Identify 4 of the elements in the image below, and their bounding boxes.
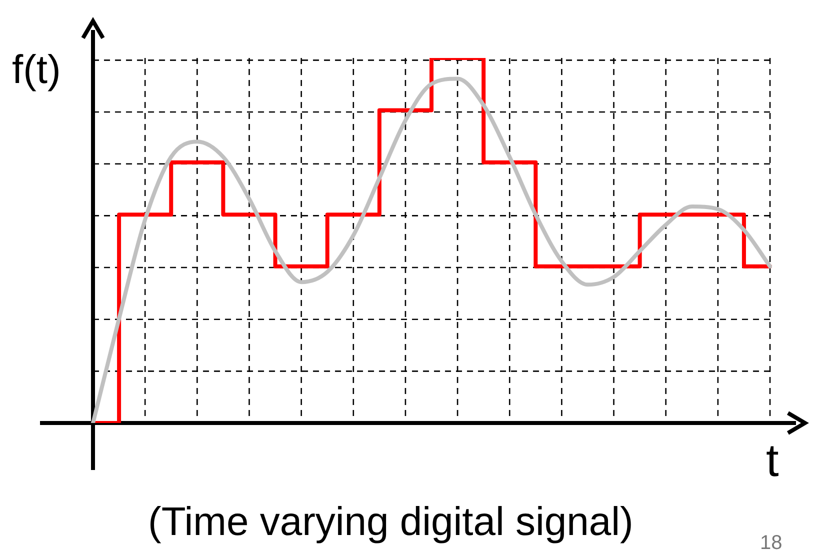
text: (Time varying digital signal): [148, 500, 634, 544]
text: 18: [760, 532, 782, 554]
x-axis-title: t: [766, 434, 779, 486]
y-axis-title: f(t): [12, 48, 61, 92]
